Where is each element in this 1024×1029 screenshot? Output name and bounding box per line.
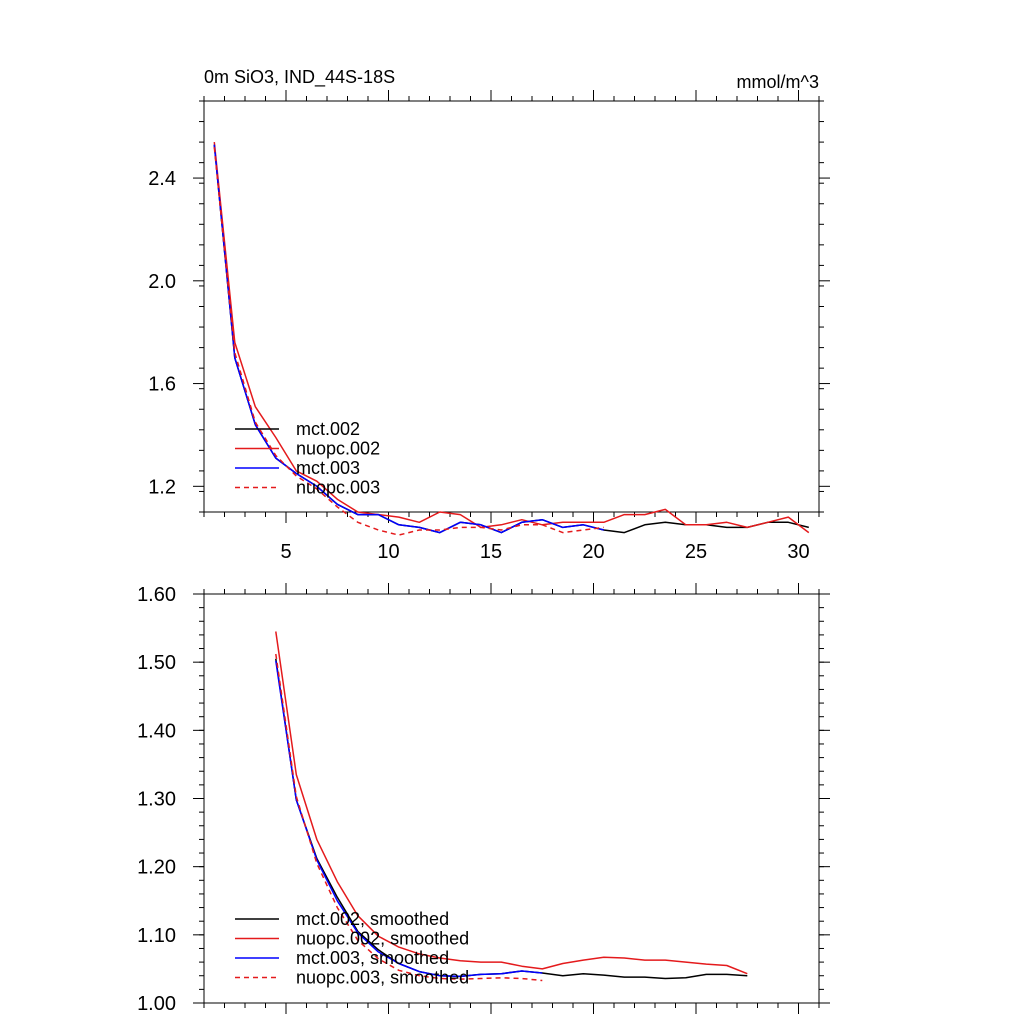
series-line-2 (213, 142, 810, 534)
legend-label: mct.002, smoothed (296, 909, 449, 929)
y-tick-label: 1.40 (137, 720, 176, 742)
units-label: mmol/m^3 (737, 72, 819, 92)
legend-label: nuopc.003 (296, 478, 380, 498)
y-tick-label: 1.10 (137, 925, 176, 947)
legend-label: mct.003 (296, 458, 360, 478)
y-tick-label: 1.00 (137, 993, 176, 1015)
x-tick-label: 30 (787, 541, 809, 563)
legend-label: mct.003, smoothed (296, 948, 449, 968)
y-tick-label: 1.20 (137, 857, 176, 879)
x-tick-label: 5 (280, 541, 291, 563)
series-line-3 (275, 660, 543, 978)
y-tick-label: 1.50 (137, 652, 176, 674)
y-tick-label: 1.6 (148, 374, 176, 396)
legend-label: nuopc.003, smoothed (296, 968, 469, 988)
panel-2: 1.00 1.10 1.20 1.30 1.40 1.50 1.60 mct.002, smo… (137, 583, 830, 1015)
legend-label: mct.002 (296, 419, 360, 439)
y-tick-label: 1.60 (137, 584, 176, 606)
x-tick-label: 20 (582, 541, 604, 563)
chart-title: 0m SiO3, IND_44S-18S (204, 67, 395, 88)
series-line-4 (213, 147, 604, 536)
legend-label: nuopc.002, smoothed (296, 929, 469, 949)
legend-label: nuopc.002 (296, 439, 380, 459)
x-tick-label: 15 (480, 541, 502, 563)
x-tick-label: 25 (685, 541, 707, 563)
y-tick-label: 1.2 (148, 476, 176, 498)
y-tick-label: 2.4 (148, 168, 176, 190)
series-line-3 (213, 144, 604, 534)
x-tick-label: 10 (377, 541, 399, 563)
series-line-4 (275, 653, 543, 982)
series-line-2 (275, 631, 748, 975)
y-tick-label: 2.0 (148, 271, 176, 293)
panel-1: 5 10 15 20 25 30 1.2 1.6 2.0 2.4 0m SiO3, IND_44S-… (148, 67, 830, 563)
y-tick-label: 1.30 (137, 789, 176, 811)
